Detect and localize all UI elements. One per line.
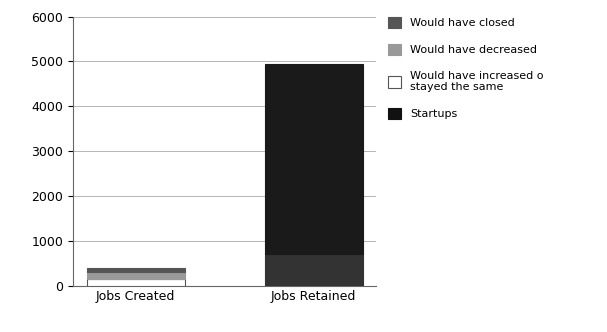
Bar — [87, 268, 185, 272]
Bar — [87, 279, 185, 286]
Legend: Would have closed, Would have decreased, Would have increased o
stayed the same,: Would have closed, Would have decreased,… — [388, 17, 544, 120]
Bar — [265, 64, 362, 254]
Bar — [265, 254, 362, 286]
Bar — [87, 272, 185, 279]
